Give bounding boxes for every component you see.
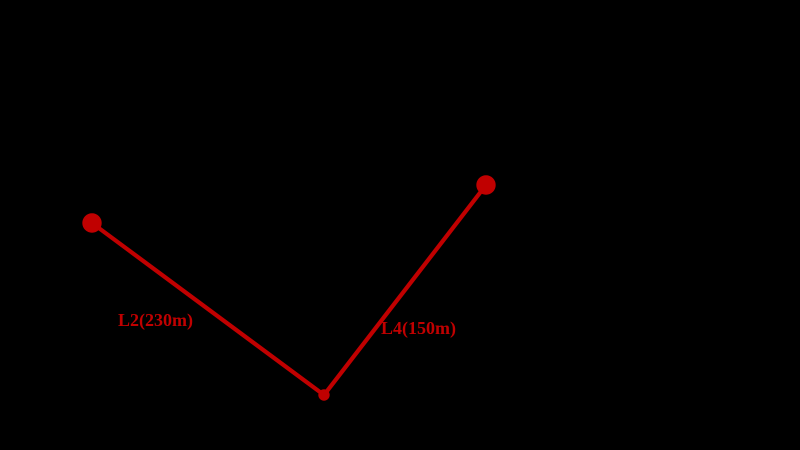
svg-text:L2(230m): L2(230m)	[118, 310, 193, 331]
svg-text:L4(150m): L4(150m)	[381, 318, 456, 339]
